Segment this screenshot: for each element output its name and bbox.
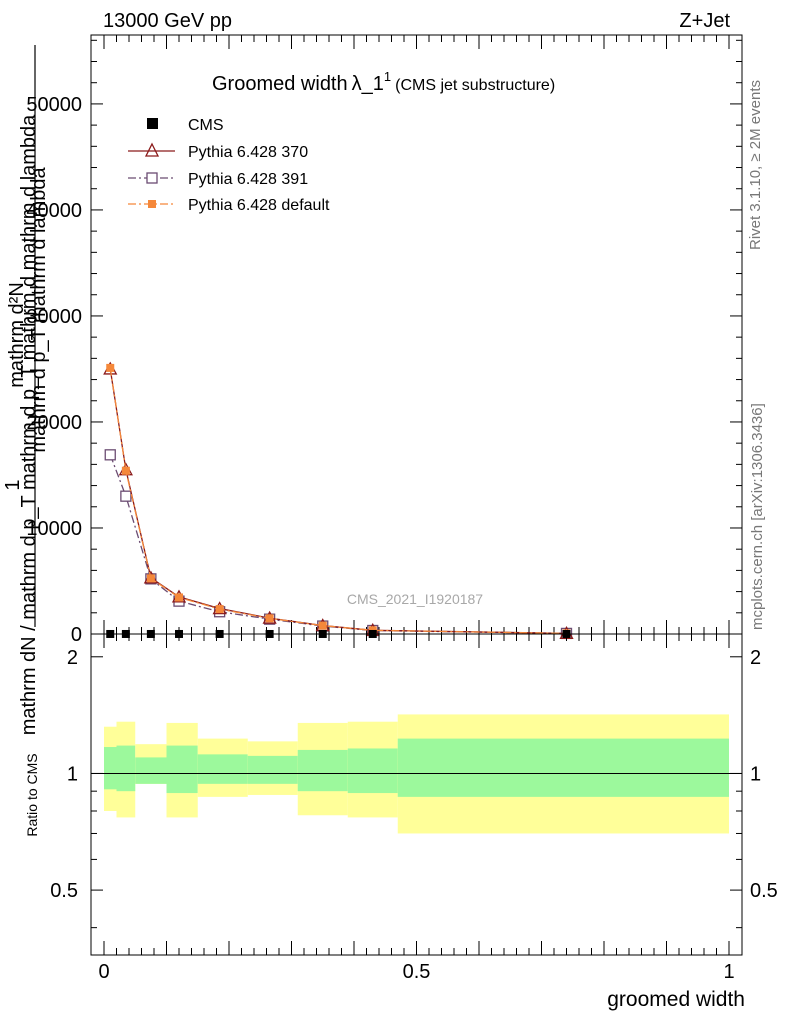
chart-title: Groomed width λ_11 (CMS jet substructure) — [212, 69, 555, 95]
main-panel: 0 10000 20000 30000 40000 50000 CMS_2021_I192… — [2, 34, 743, 735]
legend-label-default: Pythia 6.428 default — [188, 197, 330, 214]
analysis-watermark: CMS_2021_I1920187 — [347, 591, 483, 607]
data-point-pythia-6-428-default — [318, 621, 327, 630]
green-band-bin — [397, 738, 729, 797]
rivet-version-label: Rivet 3.1.10, ≥ 2M events — [747, 80, 764, 250]
legend-marker-370 — [144, 142, 160, 157]
data-point-pythia-6-428-default — [106, 363, 115, 372]
main-y-tick-label: 20000 — [26, 412, 82, 434]
x-tick-label: 0 — [98, 961, 109, 983]
y-label-line: mathrm d p_T mathrm d lambda — [28, 166, 50, 452]
chart-title-sub: (CMS jet substructure) — [395, 77, 555, 94]
data-point-pythia-6-428-default — [175, 593, 183, 602]
y-label-numerator: mathrm d²N — [6, 282, 28, 388]
ratio-y-tick-label-right: 0.5 — [750, 880, 778, 902]
x-tick-label: 0.5 — [403, 961, 431, 983]
green-band-bin — [347, 748, 398, 794]
x-tick-label: 1 — [723, 961, 734, 983]
mcplots-reference-label: mcplots.cern.ch [arXiv:1306.3436] — [749, 403, 766, 630]
ratio-y-tick-label-left: 2 — [67, 647, 78, 669]
main-y-tick-label: 10000 — [26, 518, 82, 540]
green-band-bin — [247, 755, 298, 784]
main-y-tick-label: 0 — [71, 624, 82, 646]
green-band-bin — [135, 757, 167, 784]
green-band-bin — [104, 747, 117, 790]
main-y-tick-labels: 0 10000 20000 30000 40000 50000 — [26, 94, 82, 646]
ratio-panel-frame — [90, 633, 743, 956]
green-band-bin — [116, 745, 136, 792]
chart-title-text: Groomed width — [212, 73, 348, 95]
x-axis-label: groomed width — [607, 988, 745, 1011]
legend-label-391: Pythia 6.428 391 — [188, 171, 308, 188]
header-right-label: Z+Jet — [679, 10, 730, 32]
data-point-pythia-6-428-default — [215, 605, 224, 614]
main-axis-ticks — [91, 35, 742, 635]
ratio-panel: 0.5 0.51 12 2 0 0.5 1 Ratio to CMS groomed wi… — [24, 633, 778, 1011]
ratio-y-tick-label-left: 1 — [67, 763, 78, 785]
legend-marker-cms — [147, 118, 158, 129]
chart-title-sup: 1 — [384, 69, 391, 84]
data-point-pythia-6-428-default — [146, 574, 155, 583]
ratio-y-axis-label: Ratio to CMS — [24, 753, 40, 836]
data-point-pythia-6-428-391 — [120, 490, 132, 502]
y-label-denominator: mathrm dN / mathrm d p_T mathrm d p_T ma… — [18, 114, 40, 735]
legend-marker-default — [148, 200, 156, 208]
data-point-pythia-6-428-391 — [104, 449, 116, 461]
ratio-x-tick-labels: 0 0.5 1 — [98, 961, 734, 983]
green-band-bin — [197, 754, 248, 784]
data-point-pythia-6-428-default — [121, 466, 130, 475]
ratio-y-tick-label-left: 0.5 — [50, 880, 78, 902]
ratio-y-tick-label-right: 2 — [750, 647, 761, 669]
ratio-uncertainty-bands — [91, 714, 742, 834]
ratio-y-tick-label-right: 1 — [750, 763, 761, 785]
main-y-tick-label: 40000 — [26, 200, 82, 222]
legend-label-cms: CMS — [188, 117, 224, 134]
main-y-axis-label: mathrm d²N mathrm d p_T mathrm d lambda … — [2, 45, 50, 735]
legend: CMS Pythia 6.428 370 Pythia 6.428 391 Py… — [128, 117, 330, 214]
main-y-tick-label: 30000 — [26, 306, 82, 328]
green-band-bin — [166, 745, 198, 794]
ratio-y-tick-labels: 0.5 0.5 1 1 2 2 — [50, 647, 778, 902]
header-left-label: 13000 GeV pp — [103, 10, 232, 32]
y-label-one: 1 — [2, 479, 24, 490]
green-band-bin — [297, 749, 348, 792]
series-layer — [103, 361, 574, 640]
data-point-pythia-6-428-default — [265, 614, 274, 623]
main-y-tick-label: 50000 — [26, 94, 82, 116]
legend-marker-391 — [146, 172, 158, 184]
ratio-axis-ticks — [91, 634, 742, 955]
chart-title-symbol: λ_1 — [352, 73, 384, 95]
legend-label-370: Pythia 6.428 370 — [188, 144, 308, 161]
